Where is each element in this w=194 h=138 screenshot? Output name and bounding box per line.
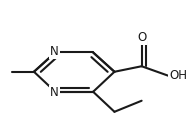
Text: N: N <box>50 86 59 99</box>
Text: O: O <box>137 31 146 44</box>
Text: N: N <box>50 45 59 58</box>
Text: OH: OH <box>169 69 187 82</box>
